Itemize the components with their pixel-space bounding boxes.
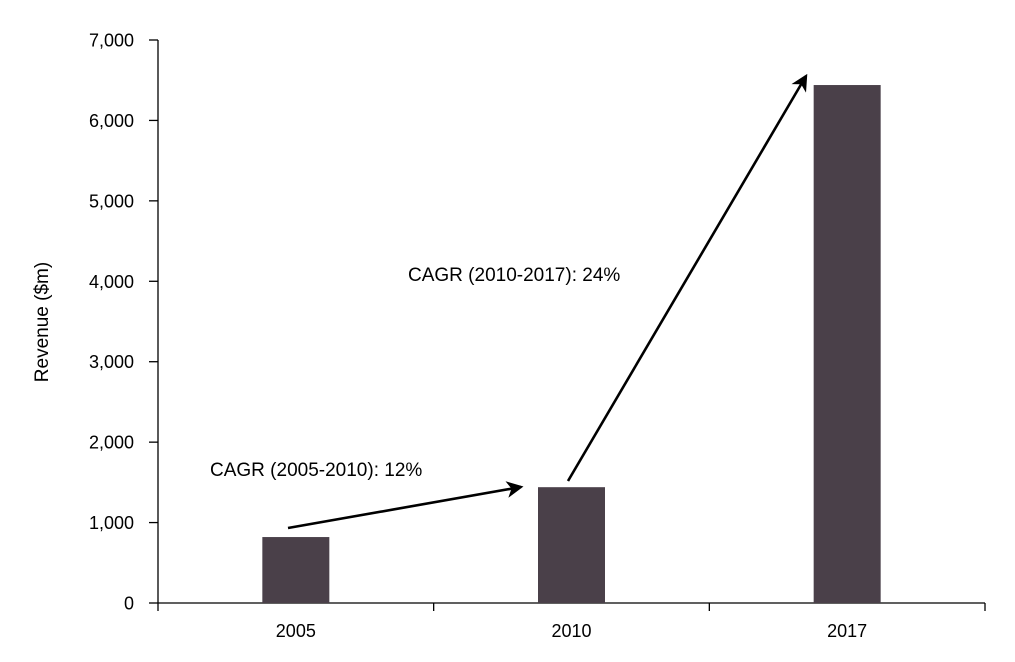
- cagr-arrow-1: [287, 481, 524, 530]
- cagr-annotation-1: CAGR (2005-2010): 12%: [210, 460, 422, 481]
- y-tick-label: 7,000: [89, 31, 134, 51]
- cagr-annotation-2: CAGR (2010-2017): 24%: [408, 265, 620, 286]
- x-tick-label-2005: 2005: [276, 621, 316, 641]
- x-tick-label-2017: 2017: [827, 621, 867, 641]
- y-tick-label: 2,000: [89, 433, 134, 453]
- cagr-arrow-2: [566, 73, 808, 482]
- bar-2017: [813, 85, 881, 604]
- y-tick-label: 0: [124, 594, 134, 614]
- y-tick-label: 5,000: [89, 191, 134, 211]
- y-tick-label: 6,000: [89, 111, 134, 131]
- bar-2005: [262, 537, 330, 603]
- y-tick-label: 1,000: [89, 513, 134, 533]
- bar-2010: [538, 487, 605, 603]
- y-axis-title: Revenue ($m): [32, 262, 53, 382]
- y-tick-label: 3,000: [89, 352, 134, 372]
- y-tick-label: 4,000: [89, 272, 134, 292]
- x-tick-label-2010: 2010: [551, 621, 591, 641]
